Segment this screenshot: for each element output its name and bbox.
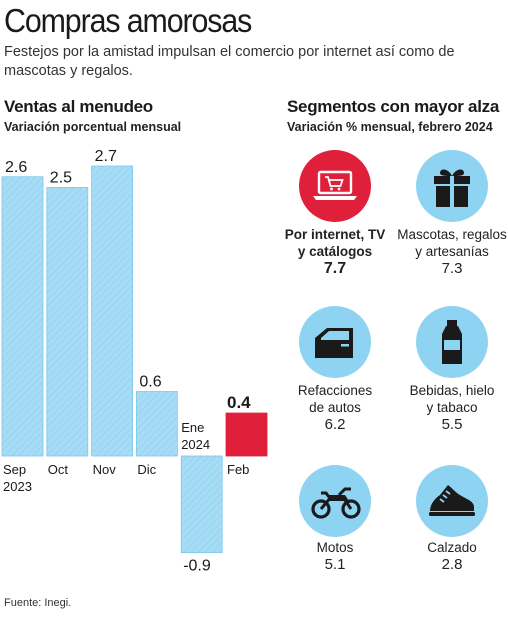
bar-2 bbox=[91, 165, 133, 457]
segment-label: Motos bbox=[316, 540, 354, 555]
tick-label-2: Nov bbox=[93, 462, 117, 477]
value-label-1: 2.5 bbox=[50, 170, 72, 187]
chart-title: Ventas al menudeo bbox=[4, 97, 153, 116]
segment-label: Bebidas, hielo bbox=[409, 383, 495, 398]
tick-label-1: Oct bbox=[48, 462, 69, 477]
tick-label-3: Dic bbox=[137, 462, 156, 477]
segment-item-1: Mascotas, regalos y artesanías 7.3 bbox=[397, 226, 507, 277]
segment-item-3: Bebidas, hielo y tabaco 5.5 bbox=[397, 382, 507, 433]
segment-value: 6.2 bbox=[324, 416, 346, 433]
motorcycle-icon bbox=[311, 487, 361, 519]
segment-label: y catálogos bbox=[297, 244, 373, 259]
gift-icon bbox=[434, 169, 470, 207]
segment-label: Por internet, TV bbox=[284, 227, 386, 242]
chart-subtitle: Variación porcentual mensual bbox=[4, 120, 182, 134]
tick-label-0: Sep 2023 bbox=[3, 462, 32, 494]
value-label-2: 2.7 bbox=[95, 148, 117, 165]
value-label-4: -0.9 bbox=[183, 558, 211, 575]
laptop-cart-icon bbox=[313, 170, 357, 200]
segments-subtitle: Variación % mensual, febrero 2024 bbox=[287, 120, 493, 134]
bar-4 bbox=[180, 455, 223, 554]
segment-icon-circle-4 bbox=[299, 465, 371, 537]
value-label-5: 0.4 bbox=[227, 393, 251, 412]
bar-0 bbox=[1, 176, 44, 457]
segment-label: Mascotas, regalos bbox=[397, 227, 507, 242]
segment-value: 7.7 bbox=[323, 260, 347, 277]
bar-chart: 2.6 Sep 2023 2.5 Oct 2.7 Nov 0.6 Dic -0.9 Ene 2024 0… bbox=[1, 148, 268, 575]
segment-item-5: Calzado 2.8 bbox=[397, 539, 507, 573]
segment-label: y artesanías bbox=[415, 244, 489, 259]
segment-label: Refacciones bbox=[297, 383, 373, 398]
page-subtitle: Festejos por la amistad impulsan el come… bbox=[4, 44, 455, 79]
bar-5 bbox=[225, 412, 268, 457]
segment-item-4: Motos 5.1 bbox=[280, 539, 390, 573]
car-door-icon bbox=[315, 328, 353, 358]
segment-item-0: Por internet, TV y catálogos 7.7 bbox=[280, 226, 390, 277]
segment-label: y tabaco bbox=[426, 400, 478, 415]
segment-value: 7.3 bbox=[441, 260, 463, 277]
segment-item-2: Refacciones de autos 6.2 bbox=[280, 382, 390, 433]
value-label-3: 0.6 bbox=[139, 374, 161, 391]
segment-label: Calzado bbox=[427, 540, 477, 555]
tick-label-5: Feb bbox=[227, 462, 249, 477]
segment-value: 5.1 bbox=[324, 556, 346, 573]
shoe-icon bbox=[429, 485, 475, 516]
value-label-0: 2.6 bbox=[5, 159, 27, 176]
bar-1 bbox=[46, 187, 89, 457]
segment-icon-circle-3 bbox=[416, 306, 488, 378]
segments-title: Segmentos con mayor alza bbox=[287, 97, 499, 116]
segment-value: 2.8 bbox=[441, 556, 463, 573]
segment-icon-circle-1 bbox=[416, 150, 488, 222]
page-title: Compras amorosas bbox=[4, 2, 252, 39]
segment-value: 5.5 bbox=[441, 416, 463, 433]
segment-icon-circle-5 bbox=[416, 465, 488, 537]
segment-icon-circle-0 bbox=[299, 150, 371, 222]
source-note: Fuente: Inegi. bbox=[4, 597, 72, 609]
tick-label-4: Ene 2024 bbox=[181, 420, 210, 452]
bar-3 bbox=[135, 391, 178, 457]
segment-icon-circle-2 bbox=[299, 306, 371, 378]
bottle-icon bbox=[442, 320, 462, 364]
segment-label: de autos bbox=[309, 400, 361, 415]
